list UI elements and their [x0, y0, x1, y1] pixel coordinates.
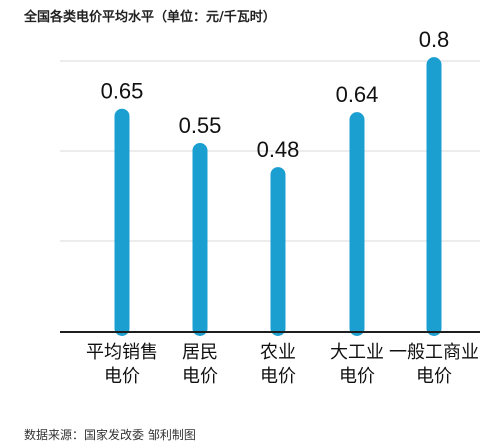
bar-series — [114, 57, 442, 337]
bar — [270, 167, 286, 336]
value-label: 0.8 — [419, 27, 450, 52]
category-label: 居民 — [182, 342, 218, 363]
value-labels: 0.65 0.55 0.48 0.64 0.8 — [101, 27, 450, 162]
bar — [426, 57, 442, 336]
value-label: 0.64 — [336, 82, 379, 107]
grid-lines — [60, 60, 480, 242]
value-label: 0.65 — [101, 79, 144, 104]
category-label: 电价 — [182, 366, 218, 387]
category-label: 一般工商业 — [389, 342, 479, 363]
value-label: 0.48 — [257, 137, 300, 162]
category-label: 电价 — [339, 366, 375, 387]
category-label: 农业 — [260, 342, 296, 363]
bar — [114, 108, 130, 337]
value-label: 0.55 — [179, 113, 222, 138]
source-note: 数据来源：国家发改委 邹利制图 — [24, 428, 196, 442]
category-label: 大工业 — [330, 342, 384, 363]
category-label: 电价 — [416, 366, 452, 387]
chart-title: 全国各类电价平均水平（单位：元/千瓦时） — [24, 10, 276, 25]
bar — [349, 112, 365, 336]
category-label: 电价 — [260, 366, 296, 387]
category-label: 平均销售 — [86, 342, 158, 363]
bar — [192, 143, 208, 336]
category-label: 电价 — [104, 366, 140, 387]
